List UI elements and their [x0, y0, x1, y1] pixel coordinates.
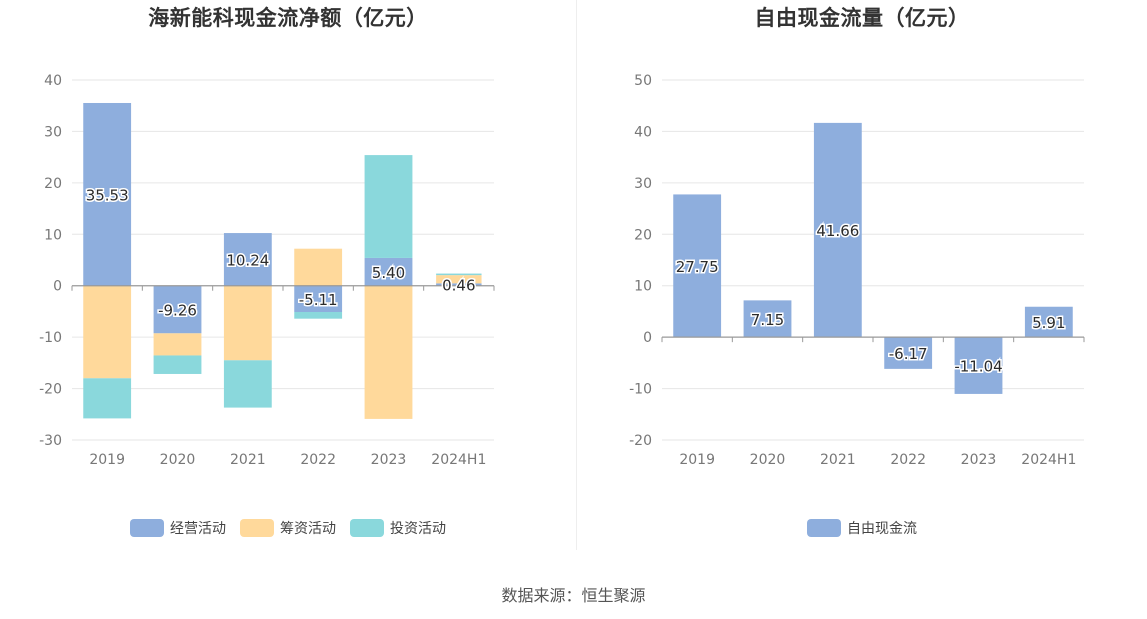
- y-tick-label: 30: [634, 176, 652, 192]
- x-tick-label: 2019: [679, 452, 715, 468]
- y-tick-label: 50: [634, 73, 652, 89]
- data-label: 27.75: [676, 258, 719, 276]
- bar: [153, 333, 202, 356]
- free-cashflow-chart: 50 40 30 20 10 0 -10 -20 2019 2020 2021 2022 2023 202…: [629, 73, 1085, 468]
- bar: [673, 194, 722, 338]
- data-label: 10.24: [226, 251, 269, 269]
- bar: [153, 355, 202, 374]
- cashflow-net-chart-panel: 海新能科现金流净额（亿元） 40 30 20 10 0 -10 -20 -30 2019 2020…: [0, 0, 576, 560]
- legend-item-investing[interactable]: 投资活动: [350, 518, 446, 538]
- free-cashflow-chart-panel: 自由现金流量（亿元） 50 40 30 20 10 0 -10 -20 2019 2020 2021…: [577, 0, 1147, 560]
- y-tick-label: -10: [629, 382, 652, 398]
- bar: [223, 360, 272, 408]
- y-tick-label: 20: [634, 227, 652, 243]
- chart-legend: 经营活动 筹资活动 投资活动: [0, 518, 576, 538]
- bar: [436, 275, 482, 284]
- x-tick-label: 2021: [820, 452, 856, 468]
- bar: [83, 378, 132, 419]
- bar: [83, 102, 132, 286]
- bar: [153, 285, 202, 334]
- chart-legend: 自由现金流: [577, 518, 1147, 538]
- y-tick-label: 10: [44, 227, 62, 243]
- legend-swatch: [807, 519, 841, 537]
- legend-swatch: [350, 519, 384, 537]
- bar: [884, 337, 933, 369]
- x-tick-label: 2023: [371, 452, 407, 468]
- x-tick-label: 2022: [890, 452, 926, 468]
- bar: [364, 285, 413, 419]
- chart-title: 海新能科现金流净额（亿元）: [148, 6, 428, 30]
- y-tick-label: 0: [53, 279, 62, 295]
- bar: [294, 248, 343, 286]
- x-tick-label: 2020: [160, 452, 196, 468]
- data-source-note: 数据来源：恒生聚源: [501, 586, 646, 605]
- data-label: 5.91: [1032, 314, 1065, 332]
- y-tick-label: 10: [634, 279, 652, 295]
- panel-divider: [576, 0, 577, 550]
- legend-label: 筹资活动: [280, 521, 336, 537]
- x-tick-label: 2019: [89, 452, 125, 468]
- data-label: -9.26: [158, 302, 197, 320]
- bar: [83, 285, 132, 379]
- legend-item-operating[interactable]: 经营活动: [130, 518, 226, 538]
- data-label: 5.40: [372, 264, 405, 282]
- cashflow-net-chart: 40 30 20 10 0 -10 -20 -30 2019 2020 2021 2022 2023 20…: [39, 73, 495, 468]
- y-tick-label: 20: [44, 176, 62, 192]
- legend-swatch: [240, 519, 274, 537]
- legend-item-fcf[interactable]: 自由现金流: [807, 518, 917, 538]
- y-tick-label: 30: [44, 124, 62, 140]
- data-label: 0.46: [442, 277, 475, 295]
- data-label: -5.11: [299, 291, 338, 309]
- bar: [364, 257, 413, 286]
- data-label: -11.04: [954, 358, 1002, 376]
- legend-swatch: [130, 519, 164, 537]
- bar: [223, 285, 272, 361]
- y-tick-label: -20: [39, 382, 62, 398]
- data-label: 35.53: [86, 186, 129, 204]
- x-tick-label: 2024H1: [431, 452, 486, 468]
- legend-label: 自由现金流: [847, 521, 917, 537]
- x-tick-label: 2021: [230, 452, 266, 468]
- bar: [743, 300, 792, 338]
- bar: [294, 285, 343, 312]
- bar: [223, 233, 272, 286]
- x-tick-label: 2024H1: [1021, 452, 1076, 468]
- bar: [294, 311, 343, 319]
- data-label: -6.17: [889, 345, 928, 363]
- bar: [436, 273, 482, 276]
- bar: [436, 283, 482, 286]
- data-label: 41.66: [816, 222, 859, 240]
- x-tick-label: 2020: [750, 452, 786, 468]
- chart-title: 自由现金流量（亿元）: [754, 6, 970, 30]
- legend-item-financing[interactable]: 筹资活动: [240, 518, 336, 538]
- bar: [813, 122, 862, 338]
- y-tick-label: -20: [629, 433, 652, 449]
- y-tick-label: 0: [643, 330, 652, 346]
- data-label: 7.15: [751, 311, 784, 329]
- y-tick-label: 40: [634, 124, 652, 140]
- y-tick-label: -30: [39, 433, 62, 449]
- bar: [954, 337, 1003, 394]
- y-tick-label: -10: [39, 330, 62, 346]
- x-tick-label: 2023: [961, 452, 997, 468]
- y-tick-label: 40: [44, 73, 62, 89]
- legend-label: 投资活动: [390, 521, 446, 537]
- legend-label: 经营活动: [170, 521, 226, 537]
- bar: [1024, 306, 1073, 338]
- x-tick-label: 2022: [300, 452, 336, 468]
- bar: [364, 155, 413, 258]
